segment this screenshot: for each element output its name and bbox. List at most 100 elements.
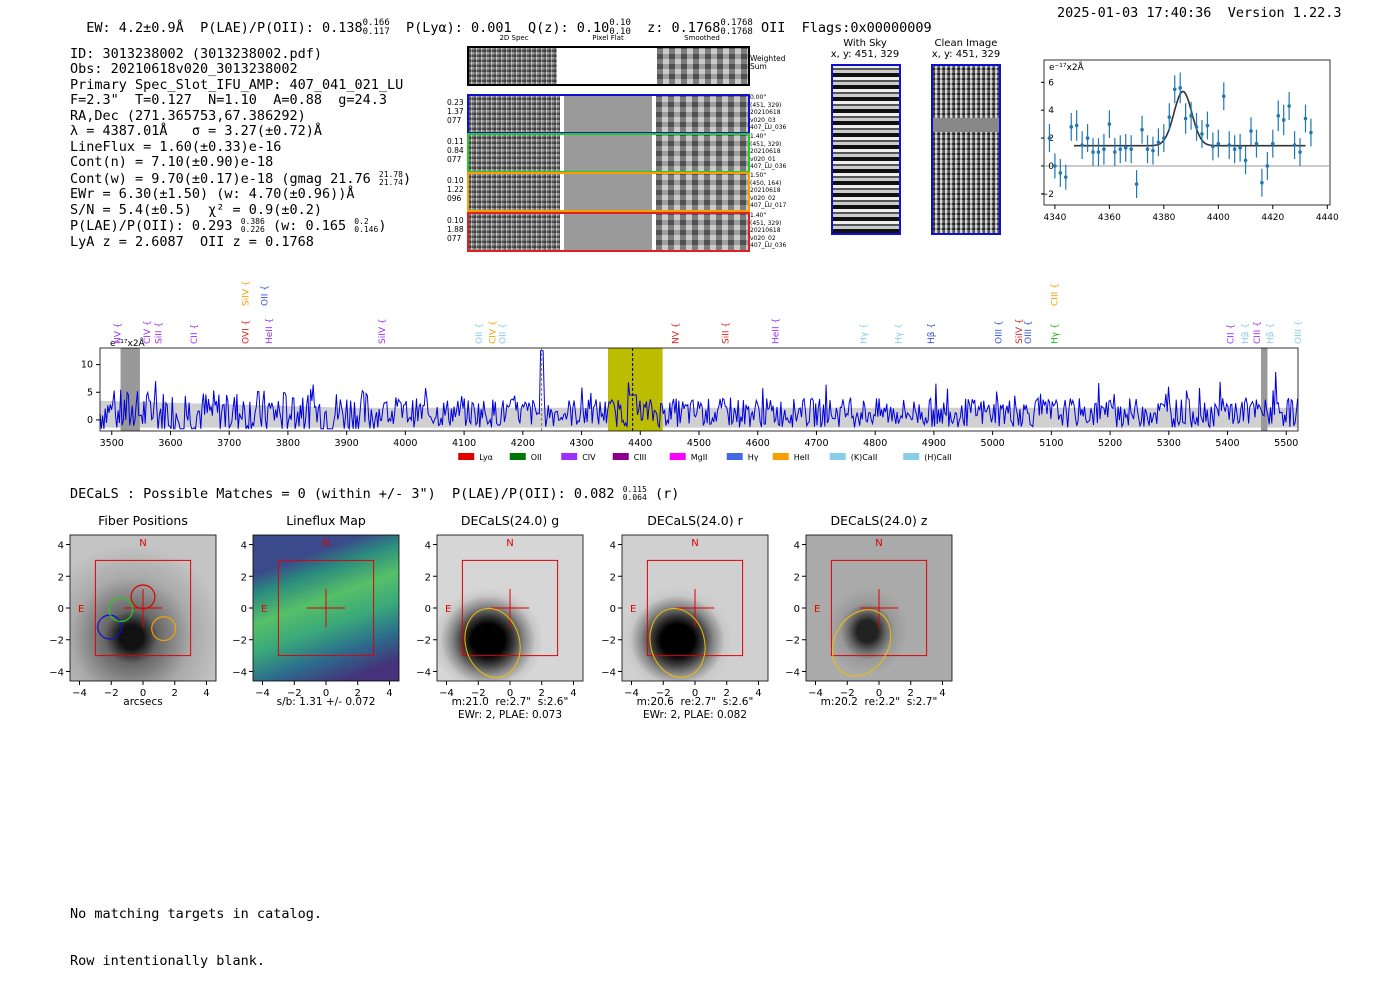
cutout-row bbox=[467, 212, 750, 252]
zoom-data-point bbox=[1194, 125, 1199, 129]
x-tick-label: 2 bbox=[355, 688, 361, 699]
x-tick-label: 0 bbox=[692, 688, 698, 699]
fiber-circle bbox=[151, 616, 177, 642]
spec-line-marker: OIII { bbox=[995, 320, 1005, 344]
legend-swatch bbox=[561, 453, 578, 460]
zoom-xtick-label: 4340 bbox=[1043, 213, 1066, 223]
cutout-flat bbox=[564, 174, 652, 210]
zoom-xtick-label: 4360 bbox=[1098, 213, 1121, 223]
legend-label: CIII bbox=[634, 453, 647, 462]
y-tick-label: 2 bbox=[425, 572, 431, 583]
decals-panel-title: Lineflux Map bbox=[286, 513, 366, 528]
cutout-left-label: 0.10 1.88 077 bbox=[447, 216, 464, 243]
zoom-xtick-label: 4400 bbox=[1207, 213, 1230, 223]
zoom-data-point bbox=[1129, 147, 1133, 152]
z-line: OII bbox=[760, 20, 786, 36]
qz-hi: 0.10 bbox=[609, 18, 631, 28]
zoom-xtick-label: 4420 bbox=[1261, 213, 1284, 223]
source-ellipse bbox=[464, 607, 521, 678]
spec-xtick-label: 3500 bbox=[100, 438, 124, 449]
zoom-data-point bbox=[1085, 136, 1090, 140]
y-tick-label: 2 bbox=[610, 572, 616, 583]
info-contw: Cont(w) = 9.70(±0.17)e-18 (gmag 21.76 21… bbox=[70, 169, 412, 187]
with-sky-title: With Sky x, y: 451, 329 bbox=[830, 38, 900, 60]
qz-value: Q(z): 0.10 bbox=[527, 20, 610, 36]
cutout-smooth bbox=[656, 135, 748, 171]
spec-line-marker-label: SiIV { bbox=[378, 318, 388, 344]
decals-panel: N E −4 −4 −2 −2 0 0 2 2 4 4 bbox=[49, 534, 217, 699]
zoom-data-point bbox=[1080, 143, 1084, 147]
zoom-data-point bbox=[1281, 118, 1286, 122]
x-tick-label: −2 bbox=[471, 688, 486, 699]
spec-line-marker: Hγ { bbox=[859, 323, 869, 344]
spec-line-marker: Hγ { bbox=[1050, 323, 1060, 344]
y-tick-label: 2 bbox=[58, 572, 64, 583]
y-tick-label: 2 bbox=[794, 572, 800, 583]
spec-line-marker-label: CIII { bbox=[1253, 321, 1263, 344]
y-tick-label: 0 bbox=[58, 604, 64, 615]
legend-swatch bbox=[612, 453, 629, 460]
zoom-data-point bbox=[1221, 94, 1226, 99]
info-lambda: λ = 4387.01Å σ = 3.27(±0.72)Å bbox=[70, 123, 322, 139]
spec-xtick-label: 4300 bbox=[569, 438, 593, 449]
legend-swatch bbox=[458, 453, 475, 460]
spec-line-marker-label: SiII { bbox=[721, 322, 731, 344]
zoom-data-point bbox=[1134, 182, 1139, 186]
cutout-smooth bbox=[656, 174, 748, 210]
info-id: ID: 3013238002 (3013238002.pdf) bbox=[70, 45, 322, 62]
legend-label: CIV bbox=[582, 453, 596, 462]
cutout-right-label: 0.00" (451, 329) 20210618 v020_03 407_LU… bbox=[750, 94, 787, 131]
spec-line-marker-label: OIII { bbox=[1294, 320, 1304, 344]
spec-line-marker: OVI { bbox=[242, 320, 252, 344]
y-tick-label: −4 bbox=[49, 667, 64, 678]
y-tick-label: 4 bbox=[58, 541, 64, 552]
info-lyaz: LyA z = 2.6087 OII z = 0.1768 bbox=[70, 233, 314, 250]
spec-line-marker-label: Hγ { bbox=[859, 323, 869, 344]
east-label: E bbox=[78, 604, 84, 615]
info-radec: RA,Dec (271.365753,67.386292) bbox=[70, 107, 306, 124]
spec-line-marker: CIV { bbox=[143, 320, 153, 344]
decals-panel-title: DECaLS(24.0) g bbox=[460, 513, 560, 528]
spec-line-marker: SiII { bbox=[721, 322, 731, 344]
spec-line-marker: SiIV { bbox=[242, 280, 252, 306]
x-tick-label: −4 bbox=[624, 688, 639, 699]
zoom-data-point bbox=[1172, 87, 1177, 92]
spec-xtick-label: 4400 bbox=[628, 438, 652, 449]
info-primary: Primary Spec_Slot_IFU_AMP: 407_041_021_L… bbox=[70, 76, 404, 93]
x-tick-label: 2 bbox=[908, 688, 914, 699]
target-box bbox=[461, 559, 559, 657]
plae-value: P(LAE)/P(OII): 0.138 bbox=[200, 20, 363, 36]
col-title-smooth: Smoothed bbox=[684, 34, 720, 42]
cutout-row bbox=[467, 172, 750, 212]
zoom-data-point bbox=[1232, 147, 1237, 152]
cutout-left-label: 0.11 0.84 077 bbox=[447, 137, 464, 164]
decals-panel: N E −4 −4 −2 −2 0 0 2 2 4 4 bbox=[416, 534, 584, 699]
zoom-data-point bbox=[1096, 150, 1101, 154]
zoom-data-point bbox=[1113, 150, 1117, 154]
z-hi: 0.1768 bbox=[720, 18, 753, 28]
zoom-data-point bbox=[1292, 143, 1297, 147]
weighted-sum-label: Weighted Sum bbox=[750, 54, 786, 71]
zoom-data-point bbox=[1189, 113, 1193, 118]
cutout-left-label: 0.23 1.37 077 bbox=[447, 98, 464, 125]
spec-line-marker: SiIV { bbox=[378, 318, 388, 344]
spec-xtick-label: 4200 bbox=[511, 438, 535, 449]
decals-caption: arcsecs bbox=[123, 696, 163, 708]
cutout-right-label: 1.40" (451, 329) 20210618 v020_01 407_LU… bbox=[750, 133, 787, 170]
east-label: E bbox=[814, 604, 820, 615]
spec-line-marker: Hβ { bbox=[1241, 323, 1251, 344]
y-tick-label: −2 bbox=[232, 636, 247, 647]
cutout-smooth bbox=[656, 214, 748, 250]
spec-line-marker: HeII { bbox=[771, 318, 781, 344]
cutout-col-titles: 2D Spec Pixel Flat Smoothed bbox=[467, 34, 749, 44]
legend-label: Hγ bbox=[748, 453, 759, 462]
timestamp: 2025-01-03 17:40:36 bbox=[1057, 5, 1212, 21]
ew-value: EW: 4.2±0.9Å bbox=[86, 20, 184, 36]
zoom-data-point bbox=[1140, 127, 1144, 132]
legend-label: (K)CaII bbox=[851, 453, 878, 462]
spec-line-marker: CIV { bbox=[488, 320, 498, 344]
zoom-data-point bbox=[1303, 116, 1308, 121]
info-plae: P(LAE)/P(OII): 0.293 0.386 0.226 (w: 0.16… bbox=[70, 217, 387, 234]
cutout-right-label: 1.40" (451, 329) 20210618 v020_02 407_LU… bbox=[750, 212, 787, 249]
source-ellipse bbox=[831, 609, 892, 677]
